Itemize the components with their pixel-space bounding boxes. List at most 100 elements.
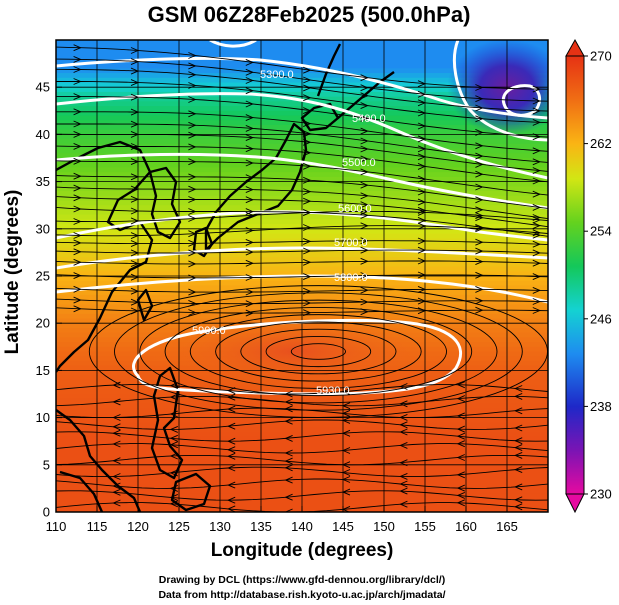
wind-arrow xyxy=(303,66,312,74)
wind-arrow xyxy=(73,108,82,116)
wind-arrow xyxy=(73,239,82,247)
wind-arrow xyxy=(73,248,82,256)
wind-arrow xyxy=(399,472,408,480)
wind-arrow xyxy=(532,298,541,305)
contour-label-5300: 5300.0 xyxy=(260,69,294,81)
wind-arrow xyxy=(188,249,197,257)
wind-arrow xyxy=(188,274,197,282)
wind-arrow xyxy=(245,68,254,76)
wind-arrow xyxy=(417,99,427,107)
wind-arrow xyxy=(303,84,312,92)
contour-5930-ring xyxy=(132,318,462,396)
wind-arrow xyxy=(360,207,369,215)
wind-arrow xyxy=(130,207,140,215)
wind-arrow xyxy=(188,110,197,118)
wind-arrow xyxy=(303,247,312,255)
wind-arrow xyxy=(475,212,484,220)
wind-arrow xyxy=(188,185,197,193)
wind-arrow xyxy=(399,441,408,449)
streamline-easterly xyxy=(56,395,548,407)
wind-arrow xyxy=(532,231,541,239)
wind-arrow xyxy=(245,159,254,167)
wind-arrow xyxy=(169,441,178,449)
wind-arrow xyxy=(475,170,484,178)
wind-arrow xyxy=(112,414,121,421)
coast-korea xyxy=(148,166,182,240)
wind-arrow xyxy=(188,230,197,238)
wind-arrow xyxy=(73,232,82,239)
wind-arrow xyxy=(360,286,369,294)
wind-arrow xyxy=(532,216,541,224)
y-tick-label: 35 xyxy=(36,174,50,189)
wind-arrow xyxy=(245,259,254,267)
x-axis-label: Longitude (degrees) xyxy=(211,540,394,561)
wind-arrow xyxy=(399,383,408,390)
wind-arrow xyxy=(417,198,427,206)
wind-arrow xyxy=(303,176,312,184)
wind-arrow xyxy=(73,142,82,150)
streamline-easterly xyxy=(56,407,548,419)
wind-arrow xyxy=(245,100,254,108)
wind-arrow xyxy=(475,258,484,266)
wind-arrow xyxy=(73,55,82,63)
wind-arrow xyxy=(341,469,351,476)
wind-arrow xyxy=(360,168,369,176)
wind-arrow xyxy=(73,258,82,266)
wind-arrow xyxy=(73,120,82,128)
wind-arrow xyxy=(532,97,541,105)
wind-arrow xyxy=(303,107,312,115)
wind-arrow xyxy=(73,194,82,202)
wind-arrow xyxy=(360,84,369,92)
wind-arrow xyxy=(475,223,484,231)
y-axis: 0 5 10 15 20 25 30 35 40 45 xyxy=(36,80,62,520)
wind-arrow xyxy=(245,87,254,95)
wind-arrow xyxy=(514,407,523,415)
wind-arrow xyxy=(169,500,178,508)
wind-arrow xyxy=(73,184,82,192)
colorbar-gradient xyxy=(565,55,585,495)
wind-arrow xyxy=(284,434,293,442)
wind-arrow xyxy=(245,238,254,246)
wind-arrow xyxy=(245,309,254,317)
wind-arrow xyxy=(303,149,312,157)
wind-arrow xyxy=(475,297,484,305)
contour-5600 xyxy=(56,210,548,242)
wind-arrow xyxy=(112,398,121,406)
wind-arrow xyxy=(245,174,254,182)
x-axis: 110 115 120 125 130 135 140 145 150 155 160 165 xyxy=(46,506,518,534)
wind-arrow xyxy=(188,131,197,139)
wind-arrow xyxy=(130,47,140,54)
wind-arrow xyxy=(456,491,465,499)
warm-center-shading xyxy=(143,311,444,392)
wind-arrow xyxy=(245,186,254,194)
wind-arrow xyxy=(188,215,197,222)
wind-arrow xyxy=(360,114,369,122)
wind-arrow xyxy=(456,425,465,433)
wind-arrow xyxy=(188,208,197,215)
wind-arrow xyxy=(245,58,254,66)
wind-arrow xyxy=(417,145,427,153)
wind-arrow xyxy=(417,175,427,183)
wind-arrow xyxy=(227,496,236,504)
wind-arrow xyxy=(130,287,140,295)
wind-arrow xyxy=(417,109,427,117)
wind-arrow xyxy=(417,307,427,315)
wind-arrow xyxy=(130,130,140,138)
wind-arrow xyxy=(341,402,351,410)
wind-arrow xyxy=(227,446,236,454)
wind-arrow xyxy=(188,239,197,247)
wind-arrow xyxy=(130,298,140,306)
streamline-anticyclone xyxy=(240,328,397,375)
wind-arrow xyxy=(475,225,484,233)
coast-asia-mainland xyxy=(56,140,154,373)
colorbar-ticks: 230 238 246 254 262 270 xyxy=(584,49,612,502)
wind-arrow xyxy=(130,185,140,193)
wind-arrow xyxy=(245,114,254,122)
wind-arrow xyxy=(284,398,293,406)
wind-arrow xyxy=(73,205,82,213)
wind-arrow xyxy=(417,122,427,130)
coast-sakhalin-kurils xyxy=(316,43,395,119)
wind-arrow xyxy=(360,222,369,230)
